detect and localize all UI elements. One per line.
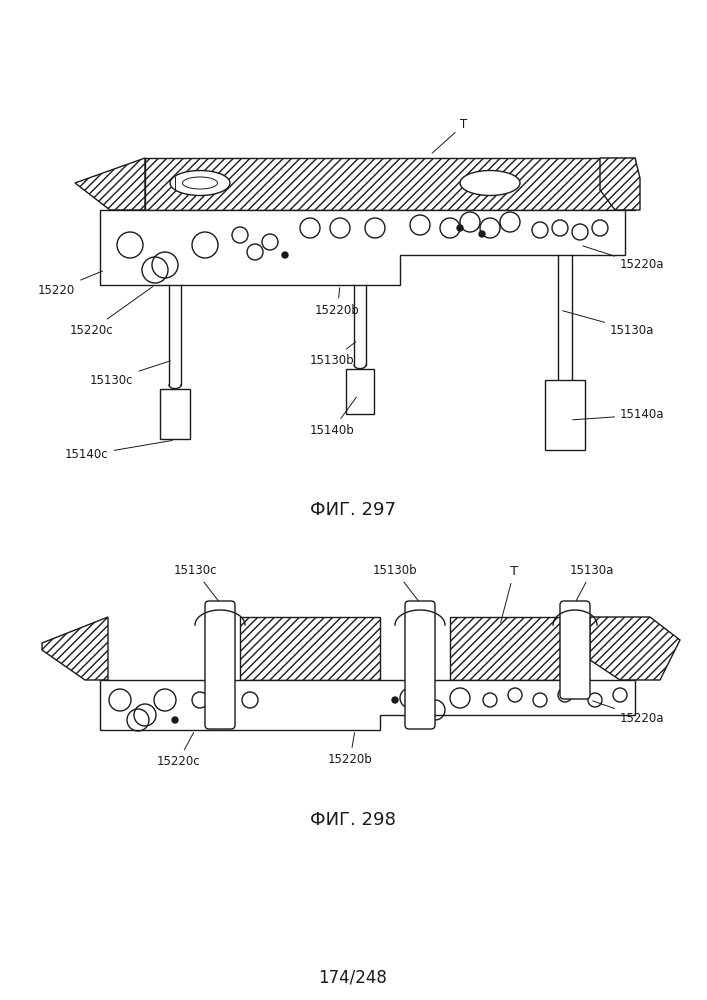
Text: ФИГ. 298: ФИГ. 298 [310,811,396,829]
Circle shape [172,717,178,723]
Polygon shape [100,680,635,730]
Polygon shape [42,617,108,680]
Text: 15220: 15220 [38,271,103,296]
Text: 15220a: 15220a [592,701,665,724]
Text: 15140a: 15140a [573,408,665,422]
Text: ФИГ. 297: ФИГ. 297 [310,501,396,519]
Bar [346,369,374,414]
Text: 15220b: 15220b [327,733,373,766]
Ellipse shape [460,170,520,196]
Circle shape [479,231,485,237]
Text: 15130b: 15130b [310,342,356,366]
Circle shape [282,252,288,258]
Ellipse shape [170,170,230,196]
Bar [545,380,585,450]
Text: 15130c: 15130c [90,361,170,386]
Text: 15130a: 15130a [563,311,655,336]
Polygon shape [75,158,145,210]
Polygon shape [240,617,380,680]
Text: T: T [432,118,467,153]
FancyBboxPatch shape [405,601,435,729]
Text: 15130b: 15130b [373,564,419,601]
Text: 15220a: 15220a [583,246,665,271]
Text: 15220c: 15220c [70,287,153,336]
Polygon shape [145,158,635,210]
Text: 15140b: 15140b [310,397,356,436]
Text: 15220b: 15220b [315,288,360,316]
Text: 15130c: 15130c [173,564,218,601]
Text: 15140c: 15140c [65,440,173,462]
FancyBboxPatch shape [205,601,235,729]
Bar [160,389,190,439]
Text: 15130a: 15130a [570,564,614,601]
Circle shape [392,697,398,703]
Text: T: T [501,565,518,622]
Text: 15220c: 15220c [156,732,200,768]
Polygon shape [590,617,680,680]
FancyBboxPatch shape [560,601,590,699]
Circle shape [457,225,463,231]
Polygon shape [600,158,640,210]
Text: 174/248: 174/248 [319,968,387,986]
Polygon shape [450,617,560,680]
Polygon shape [100,210,625,285]
